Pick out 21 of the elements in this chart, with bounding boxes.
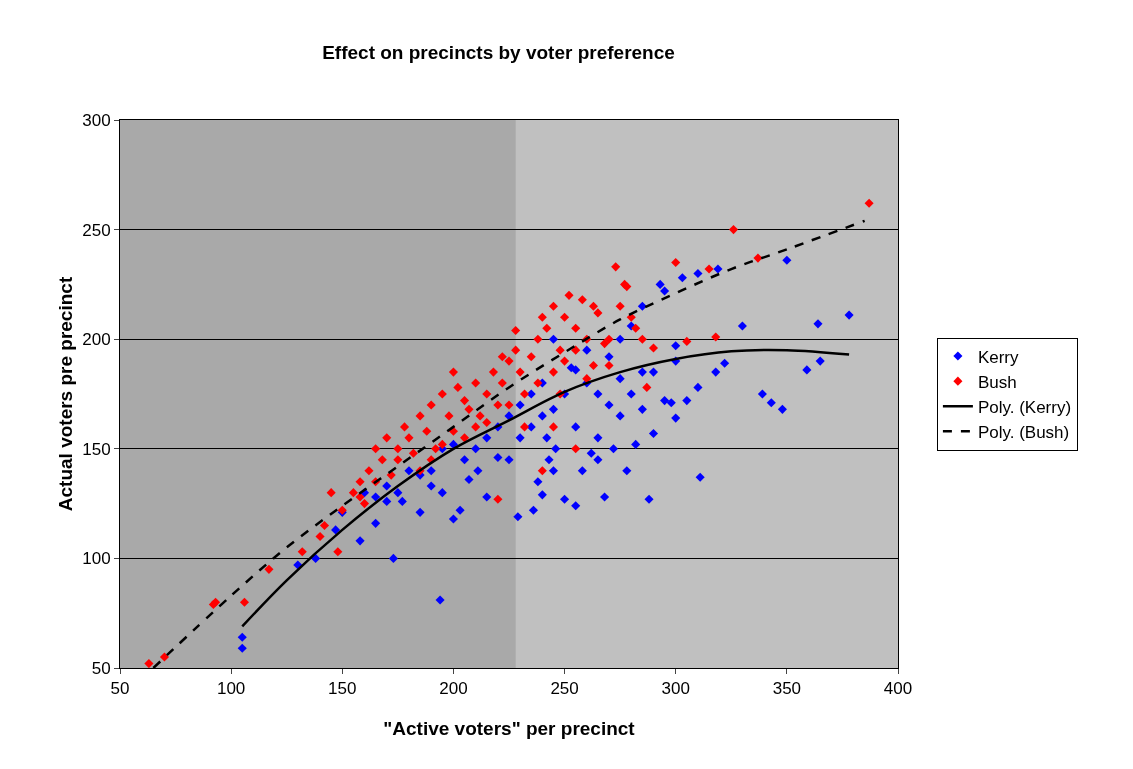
- y-tick-label: 200: [82, 330, 111, 350]
- legend-label: Poly. (Kerry): [977, 397, 1072, 417]
- x-tick-label: 50: [110, 679, 130, 699]
- y-tick-label: 150: [82, 439, 111, 459]
- y-tick-label: 300: [82, 110, 111, 130]
- y-tick-label: 50: [91, 658, 111, 678]
- legend-label: Kerry: [977, 347, 1020, 367]
- x-tick-label: 100: [216, 679, 246, 699]
- x-tick-label: 150: [328, 679, 357, 699]
- x-tick-label: 350: [772, 679, 802, 699]
- x-axis-title: "Active voters" per precinct: [383, 718, 636, 739]
- x-tick-label: 400: [883, 679, 913, 699]
- y-axis-title: Actual voters pre precinct: [55, 276, 76, 512]
- legend-label: Poly. (Bush): [977, 422, 1070, 442]
- x-tick-label: 200: [439, 679, 468, 699]
- x-tick-label: 250: [550, 679, 579, 699]
- y-tick-label: 100: [82, 549, 111, 569]
- legend-label: Bush: [977, 372, 1017, 392]
- x-tick-label: 300: [661, 679, 690, 699]
- chart-title: Effect on precincts by voter preference: [322, 42, 675, 64]
- y-tick-label: 250: [82, 220, 111, 240]
